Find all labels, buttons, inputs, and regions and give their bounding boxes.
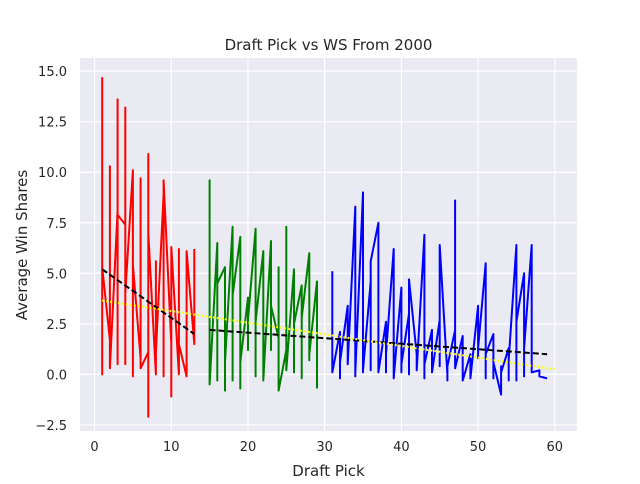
series-line-2 <box>208 179 318 392</box>
y-axis-ticks: −2.5 0.0 2.5 5.0 7.5 10.0 12.5 15.0 <box>35 65 67 434</box>
plot-area <box>80 58 577 431</box>
trendline-2 <box>209 328 548 356</box>
y-tick-label: −2.5 <box>35 419 67 434</box>
trendline-3 <box>102 299 555 371</box>
x-tick-label: 40 <box>393 440 410 455</box>
x-tick-label: 10 <box>163 440 180 455</box>
y-tick-label: 0.0 <box>46 368 67 383</box>
y-tick-label: 2.5 <box>46 318 67 333</box>
y-tick-label: 12.5 <box>38 116 67 131</box>
x-tick-label: 30 <box>316 440 333 455</box>
y-tick-label: 7.5 <box>46 217 67 232</box>
x-tick-label: 50 <box>470 440 487 455</box>
y-tick-label: 15.0 <box>38 65 67 80</box>
trendline-1 <box>101 268 195 335</box>
x-axis-ticks: 0 10 20 30 40 50 60 <box>90 440 563 455</box>
x-axis-label: Draft Pick <box>292 462 365 480</box>
y-tick-label: 5.0 <box>46 267 67 282</box>
x-tick-label: 20 <box>240 440 257 455</box>
x-tick-label: 0 <box>90 440 98 455</box>
x-tick-label: 60 <box>546 440 563 455</box>
chart-title: Draft Pick vs WS From 2000 <box>225 36 433 54</box>
series-line-1 <box>101 77 196 418</box>
y-axis-label: Average Win Shares <box>13 170 31 321</box>
trendline-layer <box>101 268 555 371</box>
y-tick-label: 10.0 <box>38 166 67 181</box>
